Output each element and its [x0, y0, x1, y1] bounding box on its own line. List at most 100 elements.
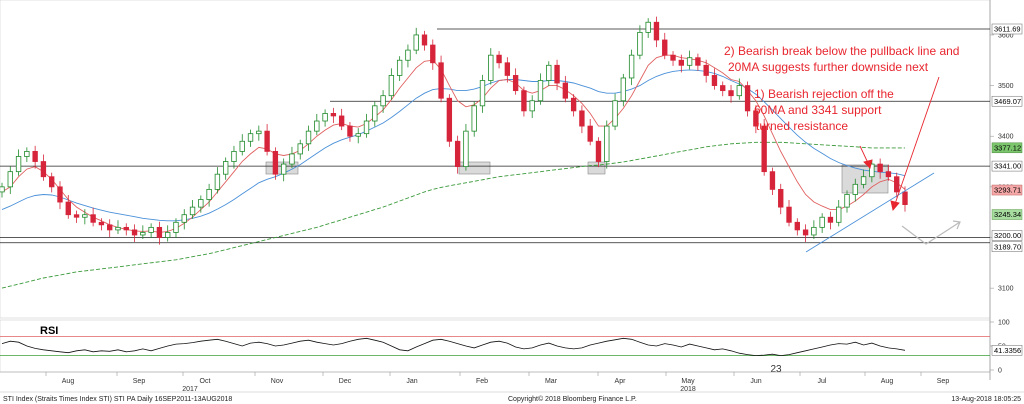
- price-label: 3611.69: [994, 25, 1021, 34]
- candle-body: [65, 201, 71, 216]
- x-tick-label: Apr: [615, 378, 627, 385]
- candle-body: [49, 176, 55, 188]
- candle-body: [570, 97, 577, 112]
- candle-body: [778, 188, 784, 208]
- price-tick-label: 3600: [998, 32, 1014, 39]
- candle-body: [761, 125, 767, 173]
- candle-body: [620, 77, 627, 102]
- candle-body: [231, 151, 237, 162]
- price-label-box: [991, 95, 1023, 107]
- rsi-panel-frame: [0, 319, 991, 373]
- annotation-line: 2) Bearish break below the pullback line…: [724, 44, 959, 58]
- price-label: 3377.12: [994, 143, 1021, 152]
- candle-body: [15, 156, 22, 173]
- x-tick-label: Jul: [818, 378, 827, 385]
- x-tick-label: Oct: [200, 378, 211, 385]
- candle-body: [156, 226, 163, 238]
- candle-body: [546, 64, 552, 81]
- candle-body: [24, 151, 30, 157]
- candle-body: [744, 85, 751, 112]
- candle-body: [604, 125, 610, 162]
- x-tick-label: Sep: [937, 378, 950, 385]
- candle-body: [214, 173, 221, 190]
- candle-body: [372, 105, 378, 122]
- candle-body: [562, 82, 569, 99]
- candle-body: [769, 171, 776, 190]
- annotation-arrows: [859, 76, 940, 211]
- price-label-box: [991, 142, 1023, 154]
- candle-body: [32, 151, 38, 162]
- horizontal-levels: [0, 28, 990, 244]
- candle-body: [720, 85, 726, 92]
- price-label-box: [991, 184, 1023, 196]
- footer-source: STI Index (Straits Times Index STI) STI …: [3, 396, 232, 403]
- candle-body: [297, 143, 303, 155]
- candle-body: [686, 57, 693, 66]
- candle-body: [454, 140, 461, 167]
- rsi-value-box: [991, 345, 1023, 356]
- price-label: 3189.70: [994, 242, 1021, 251]
- rsi-value-label: 41.3356: [991, 345, 1023, 356]
- price-label: 3341.00: [994, 162, 1021, 171]
- candle-body: [645, 21, 651, 33]
- candle-body: [355, 133, 361, 137]
- candle-body: [537, 80, 544, 102]
- candle-body: [115, 226, 121, 231]
- candle-body: [678, 59, 684, 66]
- candle-body: [794, 221, 800, 231]
- candle-body: [247, 133, 254, 142]
- candle-body: [314, 120, 320, 132]
- candle-body: [396, 59, 403, 76]
- x-tick-label: Jan: [406, 378, 417, 385]
- candle-body: [57, 186, 63, 203]
- price-label: 3469.07: [994, 97, 1021, 106]
- candle-body: [703, 64, 709, 76]
- price-label-box: [991, 230, 1023, 241]
- x-tick-label: May: [681, 378, 695, 385]
- candle-body: [728, 90, 734, 97]
- ma20-line: [1, 54, 906, 233]
- candle-body: [239, 140, 245, 152]
- candle-body: [430, 44, 436, 64]
- candle-body: [512, 75, 519, 92]
- price-label-box: [991, 160, 1023, 172]
- rsi-title: RSI: [40, 325, 58, 337]
- candle-body: [181, 214, 187, 223]
- candle-body: [338, 115, 345, 127]
- candle-body: [148, 226, 154, 233]
- candle-body: [811, 226, 817, 236]
- candle-body: [860, 176, 867, 185]
- candle-body: [479, 80, 486, 107]
- 200ma-path: [1, 141, 905, 289]
- candle-body: [256, 130, 262, 135]
- x-tick-label: Jun: [750, 378, 761, 385]
- candle-body: [198, 199, 204, 208]
- price-labels: 3611.69 3469.07 3377.12 3341.00 3293.71 3245.…: [991, 23, 1023, 252]
- rsi-line: [1, 337, 906, 357]
- x-axis-labels: Aug Sep Oct Nov Dec Jan Feb Mar Apr May Jun Jul Aug S…: [45, 372, 950, 393]
- candle-body: [637, 31, 643, 56]
- candle-body: [446, 97, 453, 142]
- candle-body: [471, 105, 477, 132]
- candle-body: [496, 54, 502, 64]
- candle-body: [98, 221, 105, 226]
- price-label: 3245.34: [994, 210, 1021, 219]
- annotation-line: 20MA suggests further downside next: [728, 60, 929, 74]
- candle-body: [504, 62, 511, 76]
- rsi-path: [1, 337, 906, 357]
- rsi-tick-label: 0: [998, 368, 1002, 375]
- candle-body: [82, 214, 88, 218]
- candle-body: [388, 75, 395, 97]
- candle-body: [123, 226, 129, 231]
- x-tick-label: Dec: [339, 378, 352, 385]
- candle-body: [753, 110, 759, 127]
- candle-body: [405, 49, 411, 61]
- pullback-trendline: [805, 172, 935, 253]
- candle-body: [223, 161, 229, 175]
- candle-body: [786, 206, 792, 223]
- projection-arrows: [901, 220, 961, 245]
- 60ma-path: [1, 69, 906, 222]
- price-tick-label: 3400: [998, 134, 1014, 141]
- candle-body: [628, 54, 635, 79]
